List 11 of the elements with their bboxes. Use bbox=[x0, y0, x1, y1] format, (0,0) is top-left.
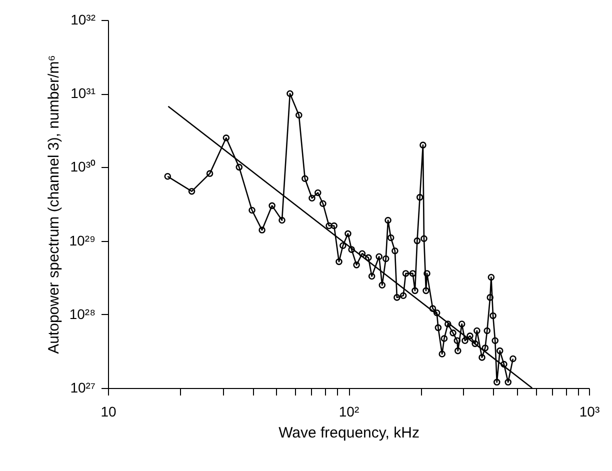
x-tick-label: 10 bbox=[100, 404, 116, 420]
y-tick-label: 10³² bbox=[70, 12, 96, 28]
y-axis-title: Autopower spectrum (channel 3), number/m⁶ bbox=[45, 55, 62, 354]
x-tick-label: 10² bbox=[338, 404, 360, 420]
x-tick-label: 10³ bbox=[579, 404, 600, 420]
y-tick-label: 10³¹ bbox=[70, 85, 96, 102]
y-tick-label: 10²⁷ bbox=[70, 380, 96, 396]
y-tick-label: 10²⁸ bbox=[69, 306, 96, 322]
y-tick-label: 10³⁰ bbox=[70, 158, 96, 175]
x-axis-title: Wave frequency, kHz bbox=[278, 424, 420, 442]
y-tick-label: 10²⁹ bbox=[69, 232, 96, 248]
